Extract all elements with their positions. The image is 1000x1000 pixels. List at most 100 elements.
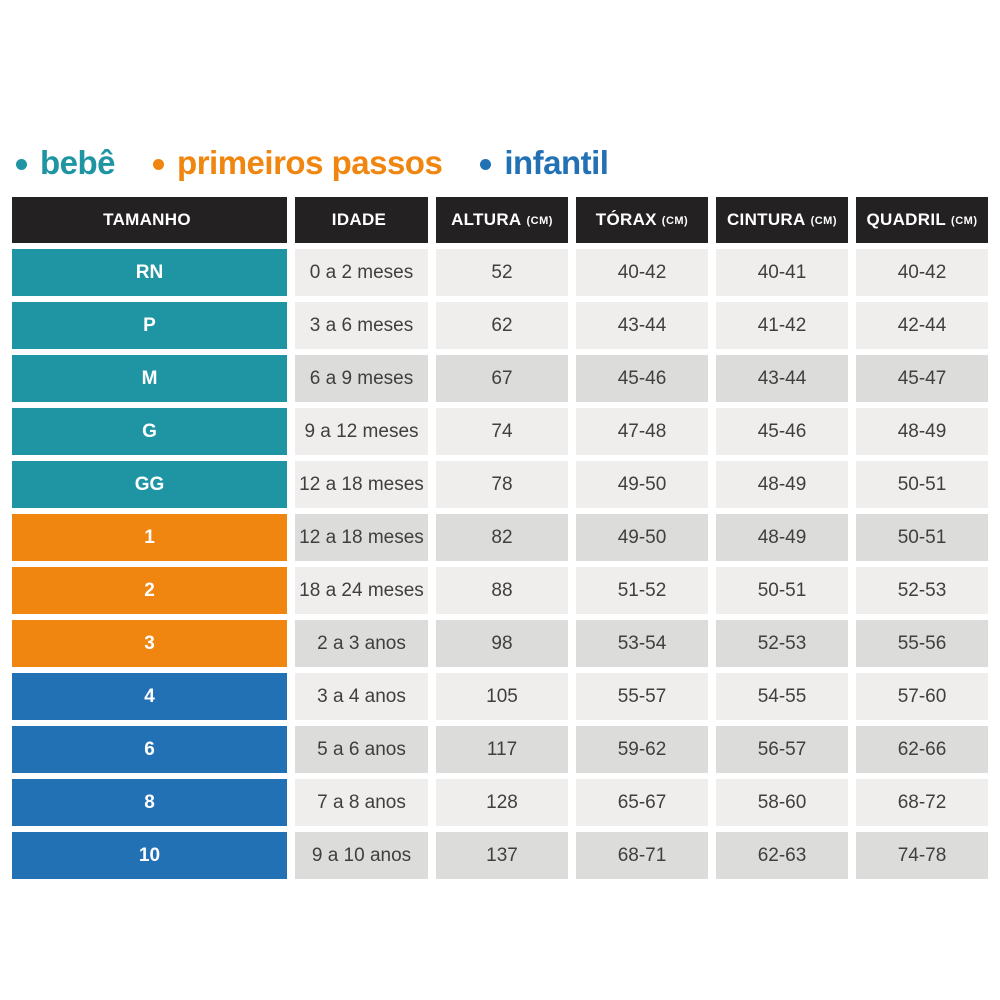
legend-item-infantil: infantil	[480, 144, 609, 182]
hip-cell: 74-78	[856, 832, 988, 879]
height-cell: 82	[436, 514, 568, 561]
height-cell: 105	[436, 673, 568, 720]
waist-cell: 50-51	[716, 567, 848, 614]
legend-item-primeiros-passos: primeiros passos	[153, 144, 443, 182]
column-header-unit: (CM)	[810, 215, 838, 227]
age-cell: 12 a 18 meses	[295, 514, 428, 561]
height-cell: 117	[436, 726, 568, 773]
size-table: TAMANHO IDADE ALTURA (CM) TÓRAX (CM) CINTU…	[12, 197, 988, 879]
hip-cell: 42-44	[856, 302, 988, 349]
waist-cell: 58-60	[716, 779, 848, 826]
column-header-label: ALTURA	[451, 210, 522, 229]
legend-label: infantil	[504, 144, 609, 181]
size-cell: RN	[12, 249, 287, 296]
size-cell: 3	[12, 620, 287, 667]
legend: bebê primeiros passos infantil	[16, 144, 609, 182]
size-cell: G	[12, 408, 287, 455]
chest-cell: 49-50	[576, 514, 708, 561]
hip-cell: 62-66	[856, 726, 988, 773]
hip-cell: 48-49	[856, 408, 988, 455]
height-cell: 128	[436, 779, 568, 826]
chest-cell: 49-50	[576, 461, 708, 508]
waist-cell: 54-55	[716, 673, 848, 720]
column-header-label: TAMANHO	[103, 210, 191, 229]
chest-cell: 51-52	[576, 567, 708, 614]
size-cell: 6	[12, 726, 287, 773]
hip-cell: 40-42	[856, 249, 988, 296]
height-cell: 67	[436, 355, 568, 402]
hip-cell: 45-47	[856, 355, 988, 402]
chest-cell: 68-71	[576, 832, 708, 879]
height-cell: 52	[436, 249, 568, 296]
bullet-dot-icon	[480, 159, 492, 170]
hip-cell: 50-51	[856, 514, 988, 561]
column-header-quadril: QUADRIL (CM)	[856, 197, 988, 243]
waist-cell: 52-53	[716, 620, 848, 667]
column-header-label: QUADRIL	[866, 210, 947, 229]
height-cell: 78	[436, 461, 568, 508]
waist-cell: 62-63	[716, 832, 848, 879]
age-cell: 18 a 24 meses	[295, 567, 428, 614]
column-header-unit: (CM)	[951, 215, 978, 227]
size-cell: 10	[12, 832, 287, 879]
waist-cell: 48-49	[716, 461, 848, 508]
age-cell: 5 a 6 anos	[295, 726, 428, 773]
chest-cell: 53-54	[576, 620, 708, 667]
size-cell: P	[12, 302, 287, 349]
waist-cell: 40-41	[716, 249, 848, 296]
bullet-dot-icon	[153, 159, 165, 170]
bullet-dot-icon	[16, 159, 27, 170]
chest-cell: 65-67	[576, 779, 708, 826]
column-header-altura: ALTURA (CM)	[436, 197, 568, 243]
legend-item-bebe: bebê	[16, 144, 116, 182]
age-cell: 2 a 3 anos	[295, 620, 428, 667]
size-cell: 8	[12, 779, 287, 826]
hip-cell: 68-72	[856, 779, 988, 826]
hip-cell: 52-53	[856, 567, 988, 614]
size-cell: M	[12, 355, 287, 402]
column-header-torax: TÓRAX (CM)	[576, 197, 708, 243]
age-cell: 7 a 8 anos	[295, 779, 428, 826]
waist-cell: 45-46	[716, 408, 848, 455]
column-header-label: IDADE	[331, 210, 387, 229]
waist-cell: 56-57	[716, 726, 848, 773]
size-cell: 4	[12, 673, 287, 720]
age-cell: 9 a 12 meses	[295, 408, 428, 455]
age-cell: 3 a 4 anos	[295, 673, 428, 720]
legend-label: primeiros passos	[177, 144, 443, 181]
hip-cell: 50-51	[856, 461, 988, 508]
column-header-idade: IDADE	[295, 197, 428, 243]
size-cell: 2	[12, 567, 287, 614]
age-cell: 3 a 6 meses	[295, 302, 428, 349]
chest-cell: 59-62	[576, 726, 708, 773]
chest-cell: 55-57	[576, 673, 708, 720]
column-header-unit: (CM)	[526, 215, 553, 227]
size-cell: 1	[12, 514, 287, 561]
height-cell: 74	[436, 408, 568, 455]
hip-cell: 57-60	[856, 673, 988, 720]
hip-cell: 55-56	[856, 620, 988, 667]
chest-cell: 47-48	[576, 408, 708, 455]
age-cell: 6 a 9 meses	[295, 355, 428, 402]
waist-cell: 43-44	[716, 355, 848, 402]
size-cell: GG	[12, 461, 287, 508]
age-cell: 0 a 2 meses	[295, 249, 428, 296]
height-cell: 88	[436, 567, 568, 614]
column-header-unit: (CM)	[661, 215, 689, 227]
column-header-cintura: CINTURA (CM)	[716, 197, 848, 243]
age-cell: 12 a 18 meses	[295, 461, 428, 508]
chest-cell: 40-42	[576, 249, 708, 296]
waist-cell: 41-42	[716, 302, 848, 349]
height-cell: 137	[436, 832, 568, 879]
column-header-label: TÓRAX	[595, 210, 657, 229]
chest-cell: 45-46	[576, 355, 708, 402]
age-cell: 9 a 10 anos	[295, 832, 428, 879]
height-cell: 62	[436, 302, 568, 349]
waist-cell: 48-49	[716, 514, 848, 561]
height-cell: 98	[436, 620, 568, 667]
column-header-label: CINTURA	[726, 210, 806, 229]
column-header-tamanho: TAMANHO	[12, 197, 287, 243]
chest-cell: 43-44	[576, 302, 708, 349]
legend-label: bebê	[40, 144, 116, 181]
